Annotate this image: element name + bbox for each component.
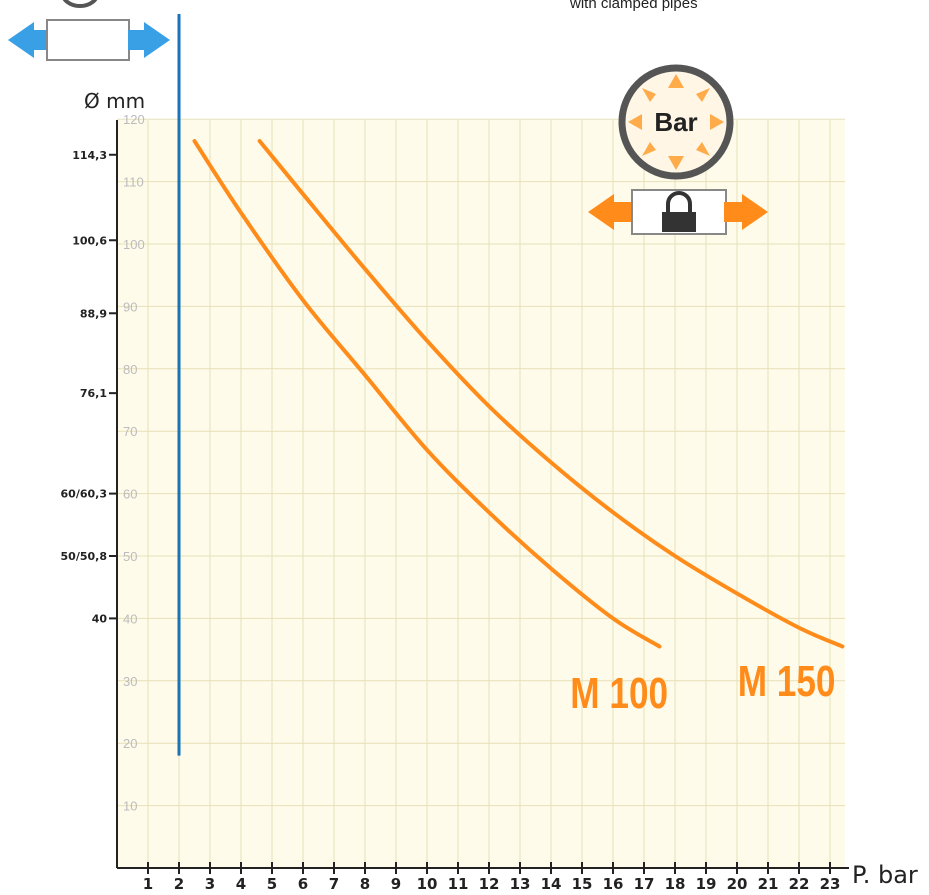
y-tick-label-40: 40 bbox=[92, 612, 108, 625]
y-outer-tick-labels: 114,3 100,6 88,9 76,1 60/60,3 50/50,8 40 bbox=[61, 149, 108, 626]
inner-y-tick-50: 50 bbox=[123, 549, 137, 564]
x-tick-label-12: 12 bbox=[479, 875, 500, 893]
inner-y-tick-20: 20 bbox=[123, 736, 137, 751]
y-axis-label: Ø mm bbox=[84, 89, 145, 113]
x-tick-label-13: 13 bbox=[510, 875, 531, 893]
x-tick-label-14: 14 bbox=[541, 875, 562, 893]
y-tick-label-88,9: 88,9 bbox=[80, 307, 107, 320]
x-tick-label-21: 21 bbox=[758, 875, 779, 893]
y-tick-label-50/50,8: 50/50,8 bbox=[61, 550, 107, 563]
x-tick-label-16: 16 bbox=[603, 875, 624, 893]
x-tick-label-6: 6 bbox=[298, 875, 308, 893]
x-tick-label-5: 5 bbox=[267, 875, 277, 893]
x-tick-labels: 1 2 3 4 5 6 7 8 9 10 11 12 13 14 15 16 17 18 19 20 21 22 23 bbox=[143, 875, 841, 893]
x-tick-label-8: 8 bbox=[360, 875, 370, 893]
inner-y-tick-40: 40 bbox=[123, 611, 137, 626]
axes bbox=[109, 120, 849, 874]
x-tick-label-22: 22 bbox=[789, 875, 810, 893]
inner-y-tick-60: 60 bbox=[123, 487, 137, 502]
y-tick-label-100,6: 100,6 bbox=[72, 234, 107, 247]
x-tick-label-7: 7 bbox=[329, 875, 339, 893]
y-tick-label-60/60,3: 60/60,3 bbox=[61, 488, 107, 501]
x-tick-label-9: 9 bbox=[391, 875, 401, 893]
x-tick-label-2: 2 bbox=[174, 875, 184, 893]
inner-y-tick-100: 100 bbox=[123, 237, 145, 252]
x-tick-label-15: 15 bbox=[572, 875, 593, 893]
x-tick-label-19: 19 bbox=[696, 875, 717, 893]
double-arrow-pipe-icon bbox=[8, 0, 170, 61]
x-tick-label-4: 4 bbox=[236, 875, 246, 893]
curve-m-150 bbox=[257, 139, 845, 649]
x-tick-label-11: 11 bbox=[448, 875, 469, 893]
y-tick-label-114,3: 114,3 bbox=[72, 149, 107, 162]
inner-y-tick-70: 70 bbox=[123, 424, 137, 439]
curve-m-100 bbox=[192, 139, 662, 649]
inner-y-tick-90: 90 bbox=[123, 299, 137, 314]
x-axis-label: P. bar bbox=[852, 861, 918, 889]
header-note: with clamped pipes bbox=[569, 0, 698, 12]
x-tick-label-18: 18 bbox=[665, 875, 686, 893]
x-tick-label-10: 10 bbox=[417, 875, 438, 893]
inner-y-tick-labels: 10 20 30 40 50 60 70 80 90 100 110 120 bbox=[123, 112, 145, 813]
x-tick-label-17: 17 bbox=[634, 875, 655, 893]
badge-label: Bar bbox=[654, 107, 697, 137]
inner-y-tick-10: 10 bbox=[123, 799, 137, 814]
series-label-m-150: M 150 bbox=[738, 657, 836, 706]
x-tick-label-23: 23 bbox=[820, 875, 841, 893]
inner-y-tick-120: 120 bbox=[123, 112, 145, 127]
x-tick-label-1: 1 bbox=[143, 875, 153, 893]
pressure-badge-icon: Bar bbox=[618, 64, 734, 180]
series-labels: M 100 M 150 bbox=[570, 657, 835, 718]
clamped-lock-pipe-icon bbox=[588, 189, 768, 235]
series-label-m-100: M 100 bbox=[570, 669, 668, 718]
inner-y-tick-110: 110 bbox=[123, 175, 144, 190]
y-tick-label-76,1: 76,1 bbox=[80, 387, 107, 400]
x-tick-label-3: 3 bbox=[205, 875, 215, 893]
x-tick-label-20: 20 bbox=[727, 875, 748, 893]
inner-y-tick-80: 80 bbox=[123, 362, 137, 377]
inner-y-tick-30: 30 bbox=[123, 674, 137, 689]
series-curves bbox=[192, 139, 845, 649]
